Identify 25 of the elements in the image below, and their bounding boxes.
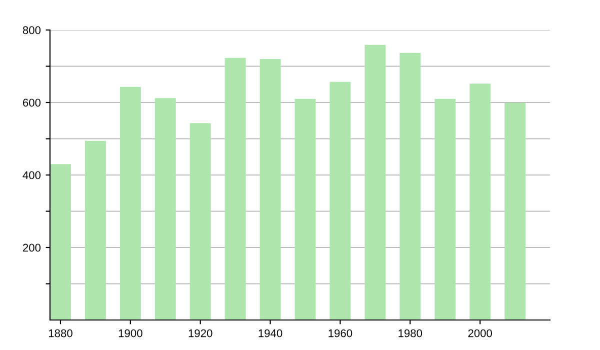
bar bbox=[504, 102, 526, 320]
bar bbox=[470, 84, 491, 320]
x-tick-label: 1920 bbox=[188, 329, 212, 338]
x-tick-label: 2000 bbox=[468, 329, 492, 338]
bar bbox=[294, 98, 316, 320]
bar bbox=[434, 98, 456, 320]
y-tick-label: 600 bbox=[23, 98, 41, 107]
x-tick-label: 1980 bbox=[398, 329, 422, 338]
bar bbox=[400, 52, 421, 320]
bar bbox=[120, 86, 141, 320]
y-tick-label: 800 bbox=[22, 26, 41, 34]
bar bbox=[364, 44, 386, 320]
bar bbox=[330, 82, 351, 320]
bar bbox=[224, 58, 246, 320]
x-tick-label: 1960 bbox=[328, 329, 352, 338]
bar bbox=[260, 59, 281, 320]
x-tick-label: 1900 bbox=[118, 329, 142, 338]
bar bbox=[190, 123, 211, 320]
bar bbox=[50, 164, 71, 320]
bar bbox=[154, 98, 176, 320]
y-tick-label: 200 bbox=[22, 244, 41, 252]
x-tick-label: 1940 bbox=[258, 329, 282, 338]
bar bbox=[84, 140, 106, 320]
x-tick-label: 1880 bbox=[48, 329, 72, 338]
y-tick-label: 400 bbox=[22, 171, 41, 180]
